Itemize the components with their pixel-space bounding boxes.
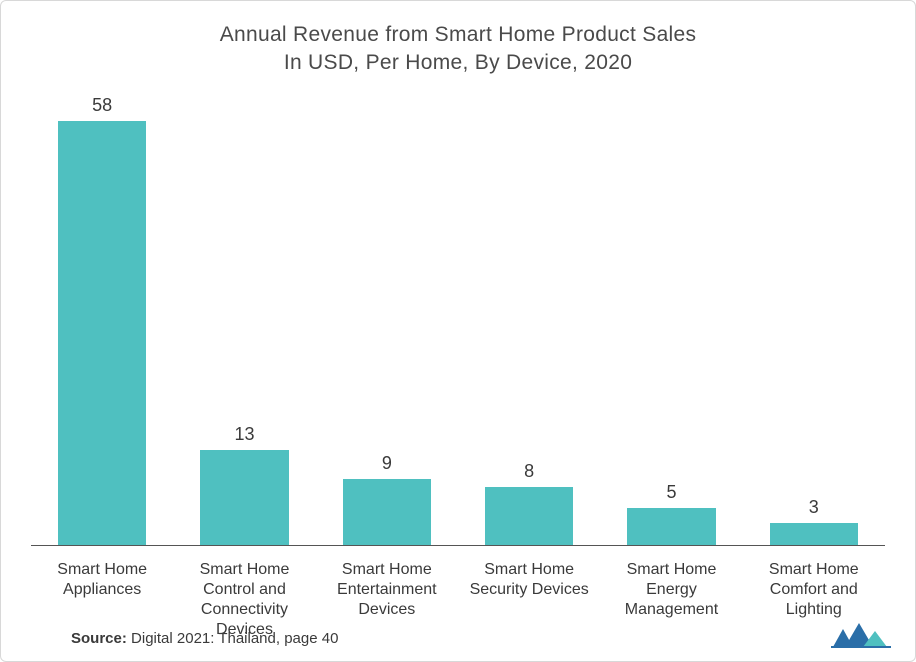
- category-labels-row: Smart Home AppliancesSmart Home Control …: [31, 554, 885, 640]
- bar-value-label: 9: [343, 453, 431, 474]
- bar-value-label: 8: [485, 461, 573, 482]
- bar-slot: 8: [458, 121, 600, 545]
- bar-slot: 13: [173, 121, 315, 545]
- bar: 3: [770, 523, 858, 545]
- brand-logo-icon: [831, 621, 891, 649]
- category-label: Smart Home Security Devices: [458, 554, 600, 640]
- source-text: Digital 2021: Thailand, page 40: [131, 630, 338, 647]
- bar: 8: [485, 487, 573, 545]
- chart-title: Annual Revenue from Smart Home Product S…: [1, 1, 915, 78]
- chart-plot-area: 58139853: [31, 121, 885, 546]
- bar-value-label: 5: [627, 482, 715, 503]
- bar-slot: 58: [31, 121, 173, 545]
- category-label: Smart Home Appliances: [31, 554, 173, 640]
- category-label: Smart Home Entertainment Devices: [316, 554, 458, 640]
- category-label: Smart Home Control and Connectivity Devi…: [173, 554, 315, 640]
- source-label: Source:: [71, 630, 127, 647]
- bar: 13: [200, 450, 288, 545]
- bar-slot: 3: [743, 121, 885, 545]
- source-attribution: Source: Digital 2021: Thailand, page 40: [71, 630, 338, 647]
- bar-slot: 9: [316, 121, 458, 545]
- bar-slot: 5: [600, 121, 742, 545]
- title-line-1: Annual Revenue from Smart Home Product S…: [1, 21, 915, 49]
- bar: 9: [343, 479, 431, 545]
- bar-value-label: 58: [58, 95, 146, 116]
- bar-value-label: 3: [770, 497, 858, 518]
- category-label: Smart Home Energy Management: [600, 554, 742, 640]
- bar-value-label: 13: [200, 424, 288, 445]
- bars-container: 58139853: [31, 121, 885, 545]
- bar: 58: [58, 121, 146, 545]
- title-line-2: In USD, Per Home, By Device, 2020: [1, 49, 915, 77]
- bar: 5: [627, 508, 715, 545]
